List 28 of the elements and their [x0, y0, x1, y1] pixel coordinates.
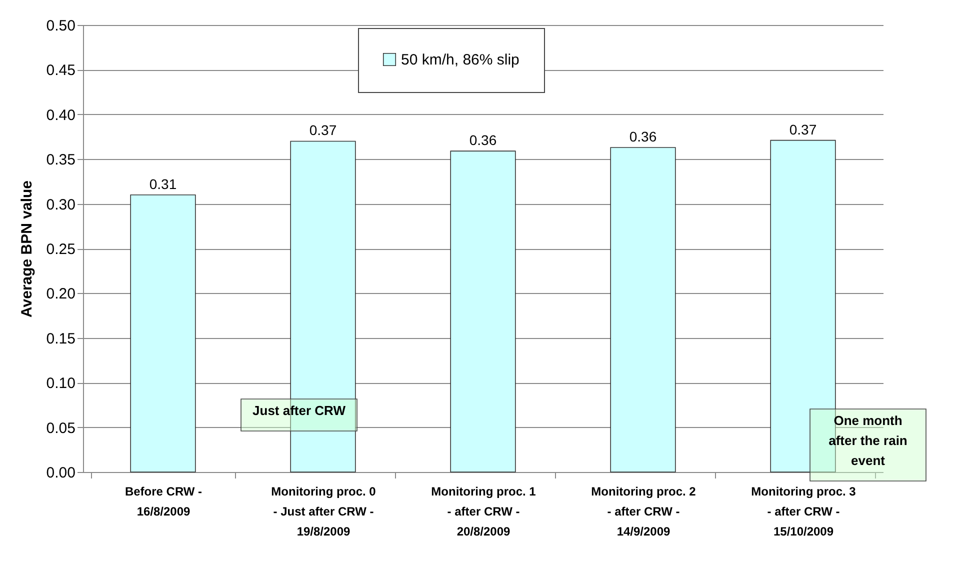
y-tick-label: 0.30 [46, 196, 76, 214]
annotation: One month after the rain event [828, 413, 908, 468]
y-tick-label: 0.05 [46, 420, 76, 437]
annotation: Just after CRW [252, 403, 346, 418]
bar [610, 147, 676, 472]
y-tick-label: 0.15 [46, 330, 76, 348]
y-tick-label: 0.00 [46, 464, 76, 482]
data-label: 0.36 [469, 132, 497, 148]
bar [130, 194, 196, 472]
x-tick-label: Monitoring proc. 1 - after CRW - 20/8/2009 [431, 484, 536, 538]
y-tick-label: 0.35 [46, 152, 76, 169]
x-tick-label: Monitoring proc. 3 - after CRW - 15/10/2009 [751, 484, 856, 538]
y-tick-label: 0.50 [46, 18, 76, 34]
bar [450, 150, 516, 472]
y-tick-label: 0.40 [46, 106, 76, 124]
data-label: 0.36 [629, 128, 657, 144]
x-tick-label: Monitoring proc. 0 - Just after CRW - 19/8/2009 [271, 484, 376, 538]
legend-label: 50 km/h, 86% slip [401, 52, 520, 68]
y-tick-label: 0.45 [46, 62, 76, 80]
y-tick-label: 0.10 [46, 375, 76, 392]
x-tick-label: Before CRW - 16/8/2009 [124, 484, 202, 518]
y-tick-label: 0.25 [46, 241, 76, 258]
x-tick-label: Monitoring proc. 2 - after CRW - 14/9/2009 [591, 484, 696, 538]
data-label: 0.37 [789, 121, 817, 138]
y-axis-title: Average BPN value [18, 180, 36, 318]
data-label: 0.37 [309, 122, 337, 138]
y-tick-label: 0.20 [46, 286, 76, 303]
data-label: 0.31 [149, 176, 177, 192]
